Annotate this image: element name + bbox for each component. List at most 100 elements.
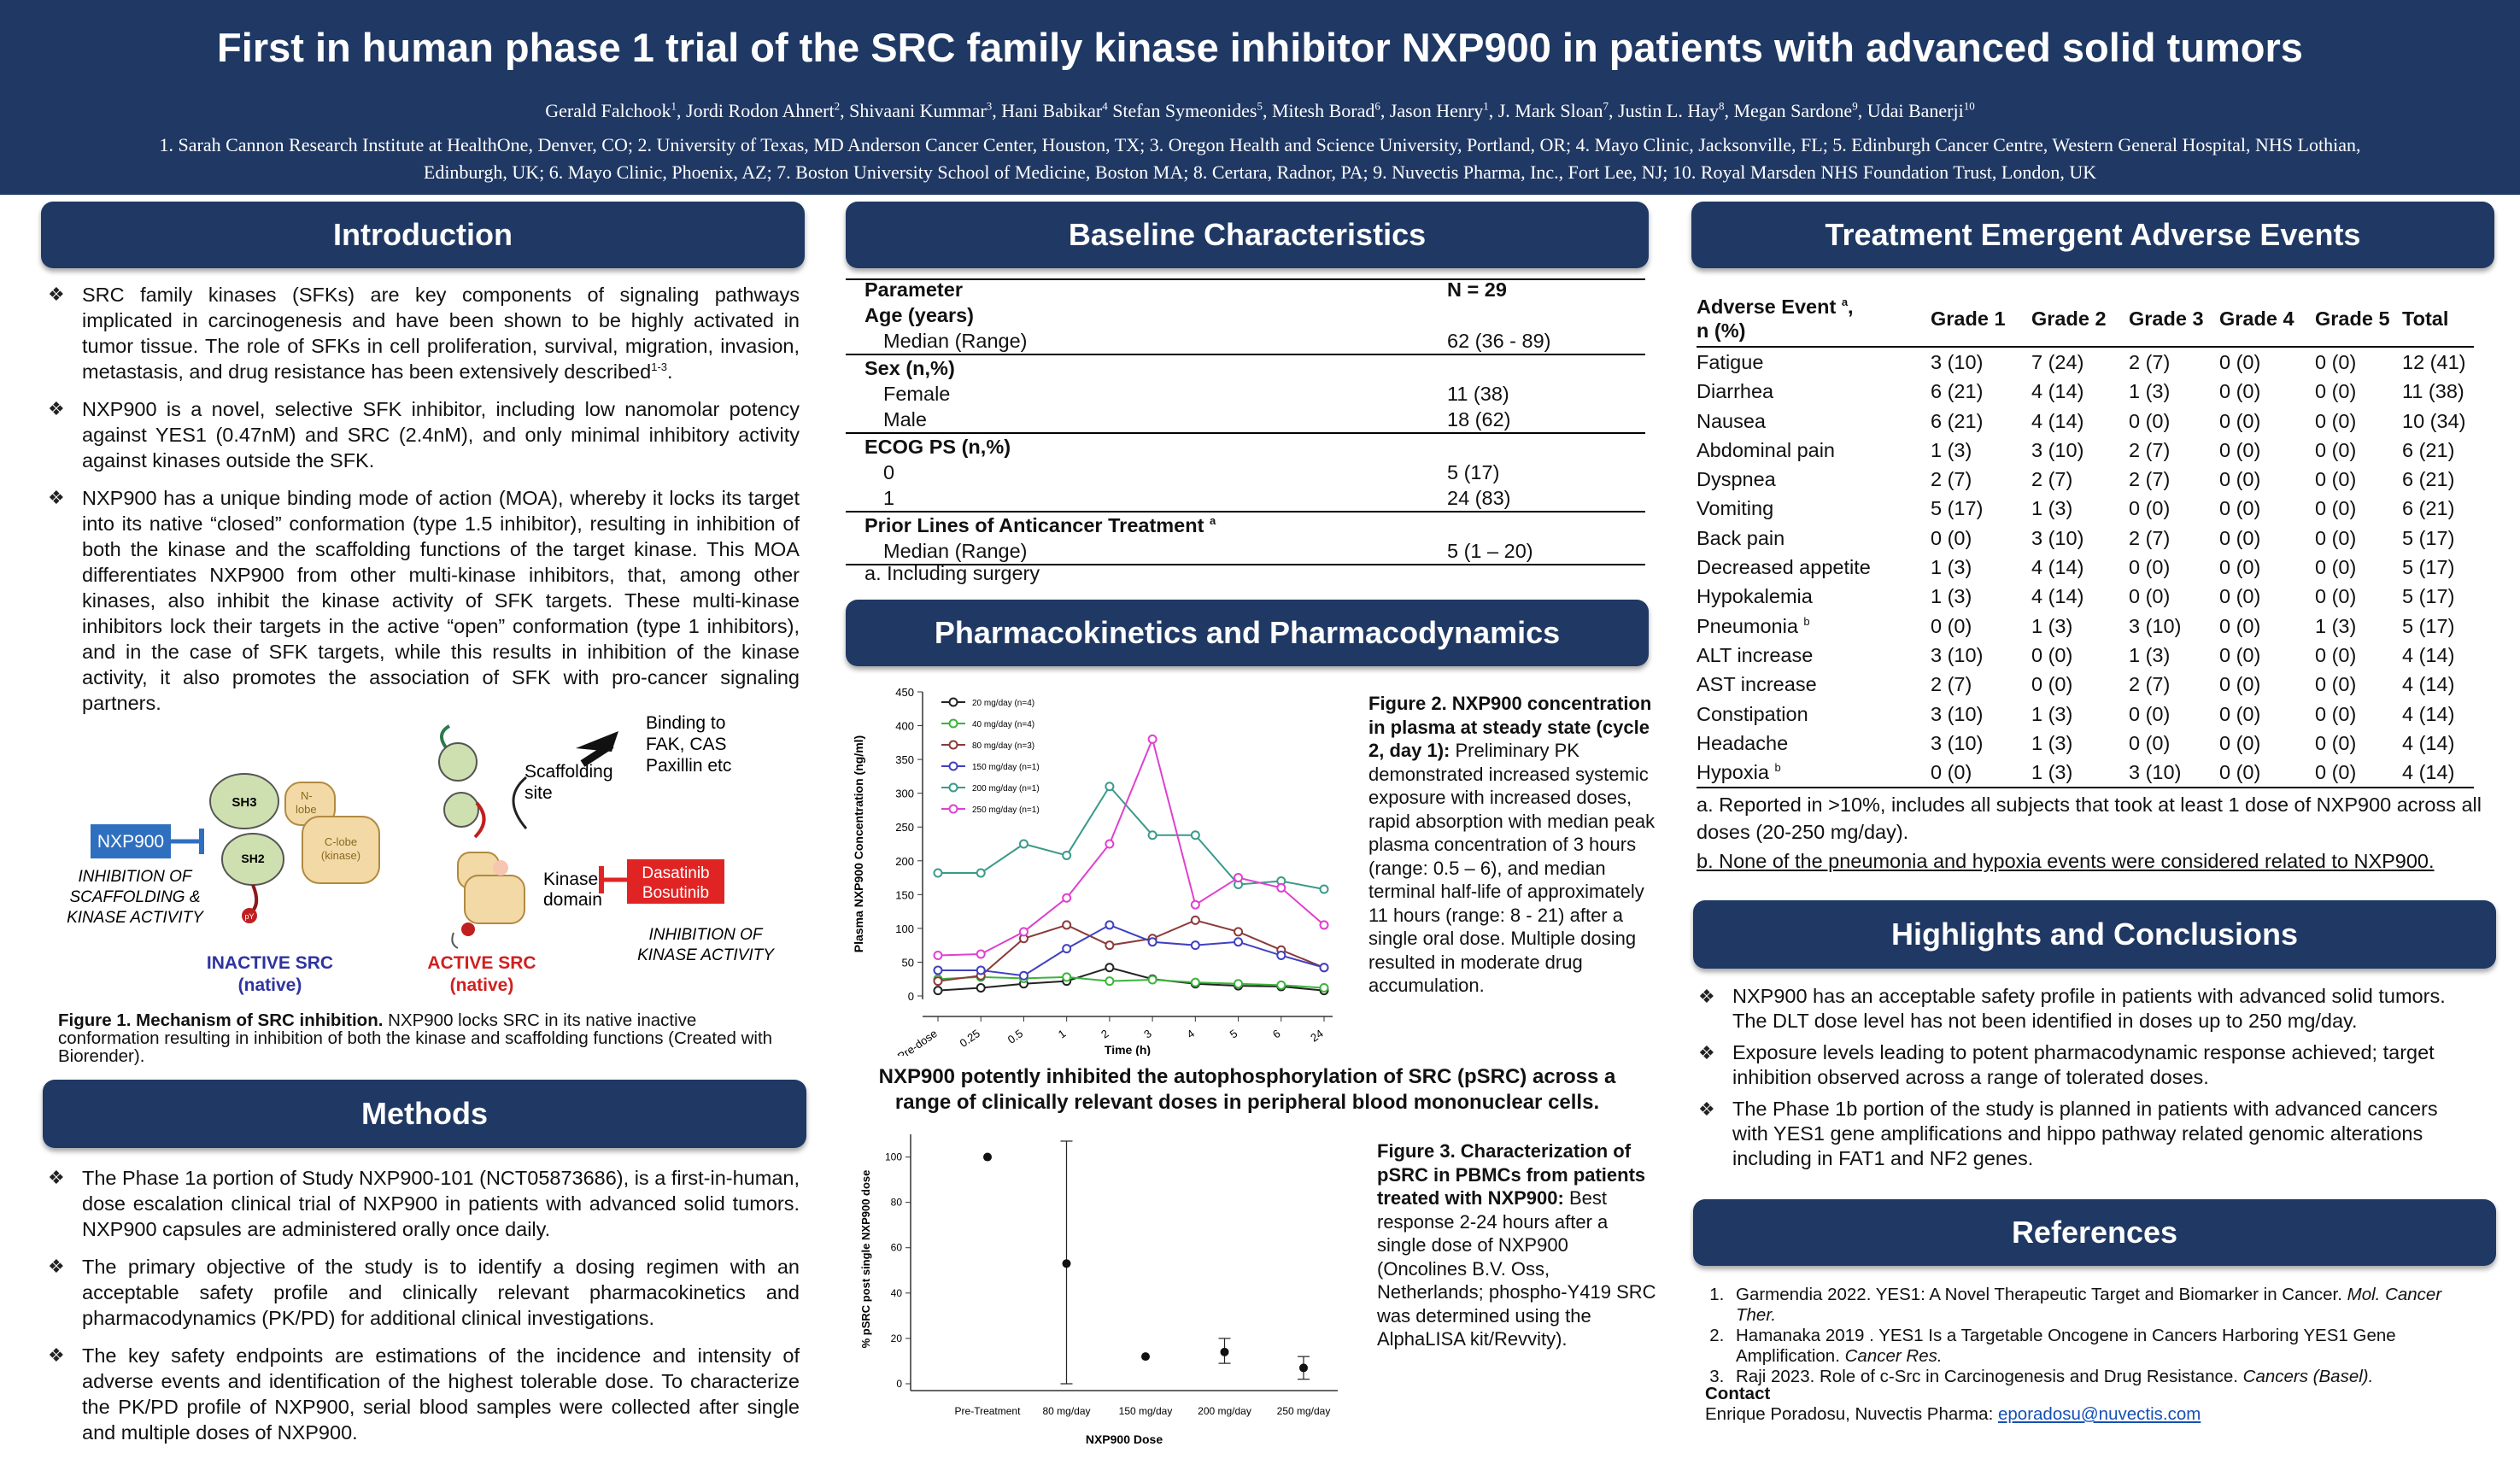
methods-bullets: The Phase 1a portion of Study NXP900-101… bbox=[48, 1165, 800, 1457]
intro-bullet-1: SRC family kinases (SFKs) are key compon… bbox=[48, 282, 800, 384]
pd-y-tick: 60 bbox=[891, 1242, 903, 1254]
author-name: Jordi Rodon Ahnert bbox=[686, 100, 835, 121]
pd-data-point bbox=[1220, 1347, 1229, 1356]
contact-email-link[interactable]: eporadosu@nuvectis.com bbox=[1997, 1404, 2201, 1424]
dasatinib-bosutinib-box bbox=[627, 859, 724, 904]
pk-series-line bbox=[937, 966, 1325, 992]
ae-row: Fatigue 3 (10) 7 (24) 2 (7) 0 (0) 0 (0) 12 (41… bbox=[1697, 351, 2466, 373]
reference-3: Raji 2023. Role of c-Src in Carcinogenes… bbox=[1729, 1367, 2474, 1387]
affiliations: 1. Sarah Cannon Research Institute at He… bbox=[159, 134, 2361, 183]
baseline-row: Male 18 (62) bbox=[883, 408, 1511, 430]
active-c-lobe bbox=[464, 875, 525, 924]
baseline-row: ECOG PS (n,%) bbox=[846, 432, 1645, 460]
highlights-bullets: NXP900 has an acceptable safety profile … bbox=[1698, 984, 2467, 1178]
ae-col-grade4: Grade 4 bbox=[2219, 307, 2294, 330]
pd-x-tick: Pre-Treatment bbox=[955, 1405, 1022, 1417]
methods-bullet-3: The key safety endpoints are estimations… bbox=[48, 1343, 800, 1445]
ae-row: Constipation 3 (10) 1 (3) 0 (0) 0 (0) 0 (0) 4 … bbox=[1697, 702, 2455, 725]
figure-2-caption: Figure 2. NXP900 concentration in plasma… bbox=[1368, 693, 1656, 996]
ae-row: Headache 3 (10) 1 (3) 0 (0) 0 (0) 0 (0) 4 (14) bbox=[1697, 731, 2455, 754]
intro-bullet-3: NXP900 has a unique binding mode of acti… bbox=[48, 485, 800, 716]
figure-1-caption: Figure 1. Mechanism of SRC inhibition. N… bbox=[58, 1010, 773, 1066]
methods-bullet-2: The primary objective of the study is to… bbox=[48, 1254, 800, 1331]
pd-data-point bbox=[983, 1152, 992, 1162]
author-name: Stefan Symeonides bbox=[1112, 100, 1257, 121]
pk-data-point bbox=[933, 976, 943, 987]
highlight-bullet-2: Exposure levels leading to potent pharma… bbox=[1698, 1040, 2467, 1090]
active-src-sub: (native) bbox=[450, 975, 514, 995]
pd-y-tick: 80 bbox=[891, 1197, 903, 1209]
pk-data-point bbox=[1319, 983, 1329, 993]
pk-x-tick: 6 bbox=[1270, 1027, 1283, 1040]
dasatinib-label: Dasatinib bbox=[642, 864, 709, 882]
pk-series-line bbox=[938, 923, 1325, 977]
pk-data-point bbox=[1190, 830, 1200, 840]
contact-label: Contact bbox=[1705, 1384, 1771, 1403]
pk-data-point bbox=[1062, 920, 1072, 930]
pk-legend-marker bbox=[948, 697, 958, 707]
pk-y-tick: 300 bbox=[895, 788, 914, 800]
pd-data-point bbox=[1062, 1259, 1071, 1268]
pk-data-point bbox=[976, 868, 986, 878]
pk-series-line bbox=[937, 975, 1325, 989]
svg-text:lobe: lobe bbox=[296, 803, 317, 816]
pk-y-tick: 200 bbox=[895, 855, 914, 868]
pk-legend-marker bbox=[948, 761, 958, 771]
author-name: Justin L. Hay bbox=[1618, 100, 1719, 121]
pk-data-point bbox=[1190, 899, 1200, 910]
baseline-footnote: a. Including surgery bbox=[864, 562, 1040, 584]
pk-x-tick: 5 bbox=[1228, 1027, 1240, 1040]
baseline-row: Female 11 (38) bbox=[883, 383, 1509, 405]
ae-row: Abdominal pain 1 (3) 3 (10) 2 (7) 0 (0) 0 (0)… bbox=[1697, 438, 2455, 461]
pk-data-point bbox=[1319, 884, 1329, 894]
pk-data-point bbox=[1062, 972, 1072, 982]
binding-line-1: Binding to bbox=[646, 713, 725, 733]
pk-legend-marker bbox=[948, 804, 958, 814]
baseline-table: Parameter N = 29 Age (years) Median (Range)… bbox=[846, 277, 1645, 565]
active-src-label: ACTIVE SRC bbox=[427, 953, 536, 973]
pk-data-point bbox=[933, 951, 943, 961]
ae-col-grade3: Grade 3 bbox=[2129, 307, 2204, 330]
pk-data-point bbox=[1062, 850, 1072, 860]
inactive-src-label: INACTIVE SRC bbox=[207, 953, 333, 973]
pk-data-point bbox=[1147, 937, 1157, 947]
pd-statement: NXP900 potently inhibited the autophosph… bbox=[878, 1065, 1616, 1114]
pk-heading: Pharmacokinetics and Pharmacodynamics bbox=[846, 600, 1649, 666]
figure-3-caption: Figure 3. Characterization of pSRC in PB… bbox=[1377, 1140, 1656, 1350]
ae-footnote-b: b. None of the pneumonia and hypoxia eve… bbox=[1697, 850, 2435, 872]
svg-text:C-lobe: C-lobe bbox=[325, 835, 357, 848]
author-name: Shivaani Kummar bbox=[849, 100, 987, 121]
ae-col-adverse-event: Adverse Event bbox=[1697, 295, 1837, 318]
pk-x-tick: 2 bbox=[1099, 1027, 1111, 1040]
baseline-heading: Baseline Characteristics bbox=[846, 202, 1649, 268]
methods-heading: Methods bbox=[43, 1080, 806, 1148]
pk-data-point bbox=[933, 868, 943, 878]
author-name: Udai Banerji bbox=[1867, 100, 1964, 121]
binding-line-2: FAK, CAS bbox=[646, 735, 727, 754]
pk-data-point bbox=[1234, 873, 1244, 883]
inhibition-right-line-1: INHIBITION OF bbox=[649, 926, 764, 944]
author-name: Gerald Falchook bbox=[545, 100, 671, 121]
references-list: Garmendia 2022. YES1: A Novel Therapeuti… bbox=[1705, 1285, 2474, 1387]
highlights-heading: Highlights and Conclusions bbox=[1693, 900, 2496, 969]
pk-data-point bbox=[1190, 915, 1200, 925]
pk-data-point bbox=[976, 949, 986, 959]
ae-footnote-a: a. Reported in >10%, includes all subjec… bbox=[1697, 794, 2482, 843]
ae-col-total: Total bbox=[2402, 307, 2449, 330]
pk-data-point bbox=[1147, 975, 1157, 985]
figure-3-pd-chart: 0 20 40 60 80 100 Pre-Treatment 80 mg/day 150 mg… bbox=[859, 1134, 1338, 1446]
pk-y-tick: 250 bbox=[895, 821, 914, 834]
pk-data-point bbox=[1147, 830, 1157, 840]
pk-legend-marker bbox=[948, 782, 958, 793]
pk-y-tick: 100 bbox=[895, 922, 914, 935]
pk-data-point bbox=[1105, 976, 1115, 987]
pk-legend-label: 40 mg/day (n=4) bbox=[972, 720, 1034, 729]
ae-row: Decreased appetite 1 (3) 4 (14) 0 (0) 0 (0) 0… bbox=[1697, 556, 2455, 579]
ae-row: AST increase 2 (7) 0 (0) 2 (7) 0 (0) 0 (0) 4 (… bbox=[1697, 673, 2455, 696]
pk-data-point bbox=[1062, 893, 1072, 903]
pk-y-tick: 0 bbox=[908, 990, 914, 1003]
